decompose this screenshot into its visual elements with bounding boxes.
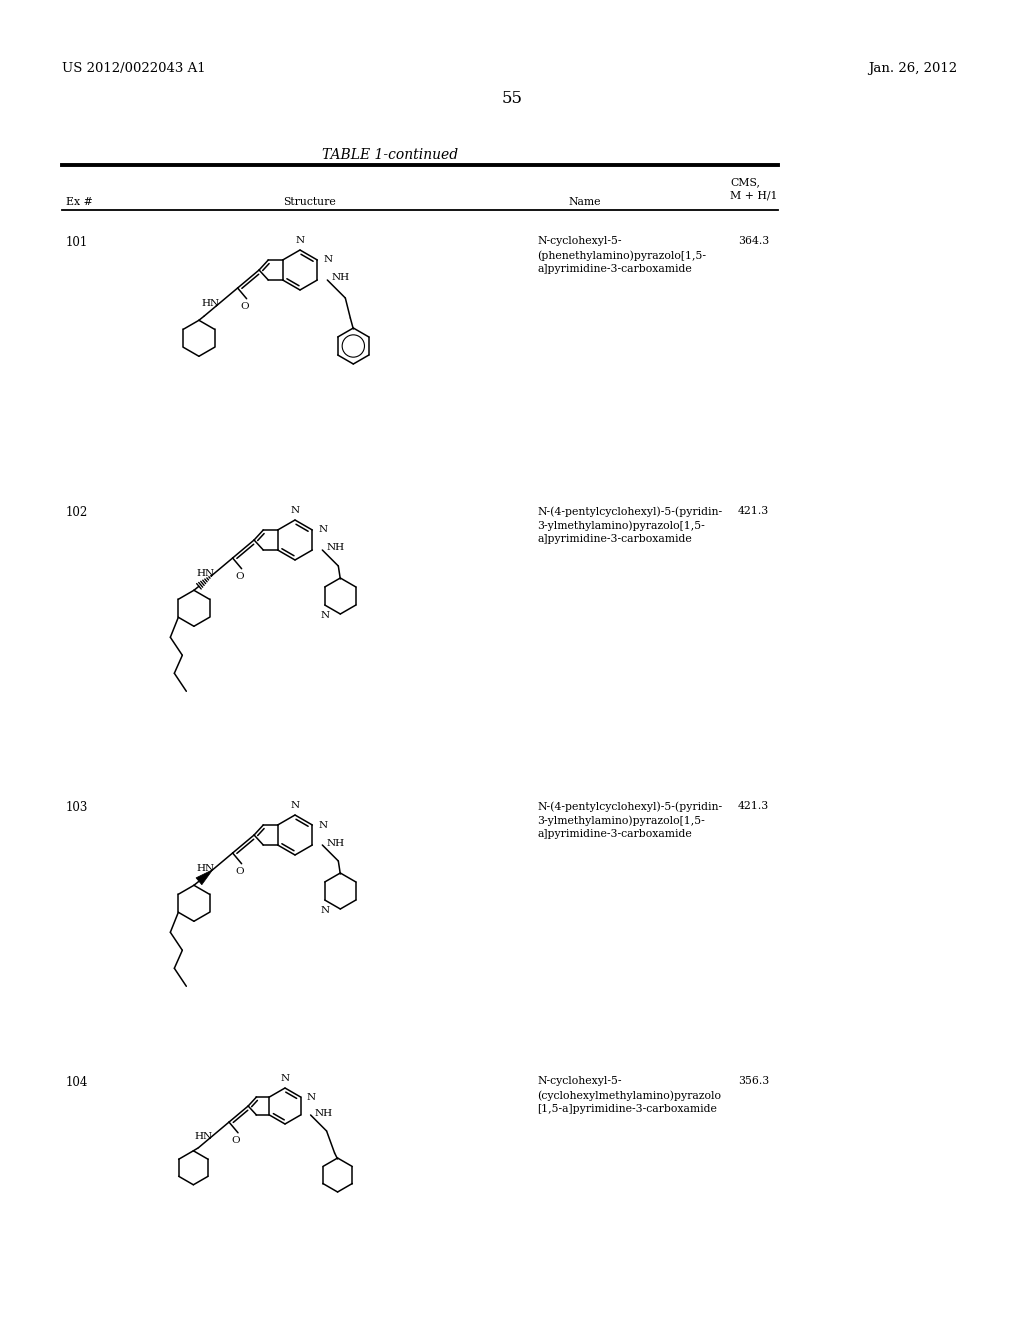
Text: 3-ylmethylamino)pyrazolo[1,5-: 3-ylmethylamino)pyrazolo[1,5- — [537, 520, 705, 531]
Text: a]pyrimidine-3-carboxamide: a]pyrimidine-3-carboxamide — [537, 264, 692, 275]
Text: N: N — [324, 256, 333, 264]
Text: O: O — [241, 302, 249, 310]
Text: NH: NH — [327, 838, 344, 847]
Text: 421.3: 421.3 — [738, 801, 769, 810]
Text: 421.3: 421.3 — [738, 506, 769, 516]
Text: [1,5-a]pyrimidine-3-carboxamide: [1,5-a]pyrimidine-3-carboxamide — [537, 1104, 717, 1114]
Text: O: O — [236, 867, 244, 875]
Text: N: N — [281, 1074, 290, 1082]
Text: 101: 101 — [66, 236, 88, 249]
Text: HN: HN — [197, 865, 214, 874]
Text: (phenethylamino)pyrazolo[1,5-: (phenethylamino)pyrazolo[1,5- — [537, 249, 706, 260]
Text: N: N — [291, 506, 300, 515]
Polygon shape — [196, 871, 212, 884]
Text: NH: NH — [327, 544, 344, 553]
Text: N-cyclohexyl-5-: N-cyclohexyl-5- — [537, 236, 622, 246]
Text: Name: Name — [568, 197, 601, 207]
Text: CMS,: CMS, — [730, 177, 760, 187]
Text: 3-ylmethylamino)pyrazolo[1,5-: 3-ylmethylamino)pyrazolo[1,5- — [537, 814, 705, 825]
Text: a]pyrimidine-3-carboxamide: a]pyrimidine-3-carboxamide — [537, 829, 692, 840]
Text: HN: HN — [195, 1131, 213, 1140]
Text: US 2012/0022043 A1: US 2012/0022043 A1 — [62, 62, 206, 75]
Text: a]pyrimidine-3-carboxamide: a]pyrimidine-3-carboxamide — [537, 535, 692, 544]
Text: 55: 55 — [502, 90, 522, 107]
Text: Ex #: Ex # — [66, 197, 93, 207]
Text: (cyclohexylmethylamino)pyrazolo: (cyclohexylmethylamino)pyrazolo — [537, 1090, 721, 1101]
Text: N-cyclohexyl-5-: N-cyclohexyl-5- — [537, 1076, 622, 1086]
Text: O: O — [236, 572, 244, 581]
Text: TABLE 1-continued: TABLE 1-continued — [322, 148, 458, 162]
Text: N: N — [321, 906, 330, 915]
Text: N: N — [306, 1093, 315, 1101]
Text: HN: HN — [201, 300, 219, 309]
Text: N: N — [291, 801, 300, 810]
Text: 364.3: 364.3 — [738, 236, 769, 246]
Text: O: O — [231, 1135, 241, 1144]
Text: N: N — [318, 821, 328, 829]
Text: 104: 104 — [66, 1076, 88, 1089]
Text: N: N — [321, 611, 330, 620]
Text: 356.3: 356.3 — [738, 1076, 769, 1086]
Text: NH: NH — [314, 1109, 333, 1118]
Text: N: N — [318, 525, 328, 535]
Text: M + H/1: M + H/1 — [730, 191, 777, 201]
Text: Jan. 26, 2012: Jan. 26, 2012 — [868, 62, 957, 75]
Text: 103: 103 — [66, 801, 88, 814]
Text: N-(4-pentylcyclohexyl)-5-(pyridin-: N-(4-pentylcyclohexyl)-5-(pyridin- — [537, 506, 722, 516]
Text: HN: HN — [197, 569, 214, 578]
Text: N: N — [296, 236, 304, 246]
Text: NH: NH — [332, 273, 349, 282]
Text: 102: 102 — [66, 506, 88, 519]
Text: N-(4-pentylcyclohexyl)-5-(pyridin-: N-(4-pentylcyclohexyl)-5-(pyridin- — [537, 801, 722, 812]
Text: Structure: Structure — [284, 197, 336, 207]
